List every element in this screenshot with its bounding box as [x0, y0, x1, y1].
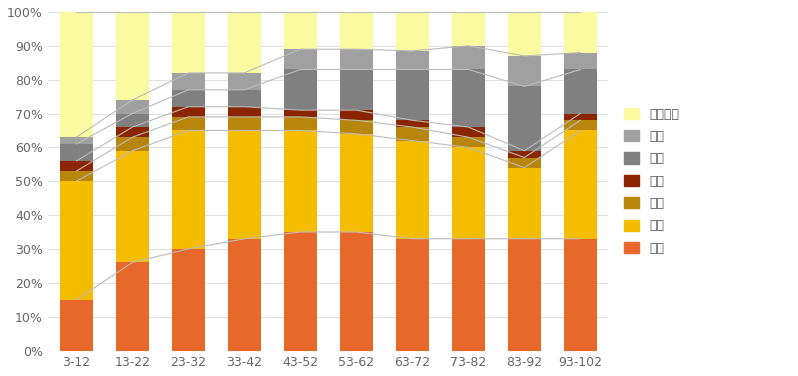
Bar [563, 120, 597, 130]
Bar [283, 70, 317, 110]
Bar [340, 12, 373, 49]
Bar [283, 49, 317, 70]
Bar [563, 12, 597, 53]
Bar [227, 117, 261, 130]
Bar [172, 73, 205, 90]
Bar [340, 232, 373, 350]
Bar [227, 107, 261, 117]
Bar [340, 110, 373, 120]
Bar [172, 12, 205, 73]
Bar [60, 171, 93, 181]
Bar [340, 49, 373, 70]
Bar [340, 134, 373, 232]
Bar [227, 90, 261, 107]
Bar [116, 100, 149, 114]
Bar [116, 137, 149, 151]
Bar [227, 130, 261, 239]
Bar [283, 12, 317, 49]
Bar [396, 12, 429, 51]
Bar [340, 120, 373, 134]
Bar [563, 130, 597, 239]
Bar [396, 141, 429, 239]
Bar [227, 239, 261, 350]
Bar [116, 12, 149, 100]
Legend: 胆汁反流, 病变, 息肉, 出血, 溃疡, 萎缩, 糜烂: 胆汁反流, 病变, 息肉, 出血, 溃疡, 萎缩, 糜烂 [620, 104, 683, 259]
Bar [452, 239, 485, 350]
Bar [283, 232, 317, 350]
Bar [60, 161, 93, 171]
Bar [452, 12, 485, 46]
Bar [60, 181, 93, 300]
Bar [60, 137, 93, 144]
Bar [116, 114, 149, 127]
Bar [508, 168, 541, 239]
Bar [227, 73, 261, 90]
Bar [172, 117, 205, 130]
Bar [452, 46, 485, 70]
Bar [60, 144, 93, 161]
Bar [396, 239, 429, 350]
Bar [172, 90, 205, 107]
Bar [508, 239, 541, 350]
Bar [172, 130, 205, 249]
Bar [172, 249, 205, 350]
Bar [563, 53, 597, 70]
Bar [283, 117, 317, 130]
Bar [60, 12, 93, 137]
Bar [396, 127, 429, 141]
Bar [396, 70, 429, 120]
Bar [116, 262, 149, 350]
Bar [116, 127, 149, 137]
Bar [508, 12, 541, 56]
Bar [508, 86, 541, 151]
Bar [563, 239, 597, 350]
Bar [508, 151, 541, 158]
Bar [452, 127, 485, 137]
Bar [60, 300, 93, 350]
Bar [283, 110, 317, 117]
Bar [452, 137, 485, 147]
Bar [508, 158, 541, 168]
Bar [452, 147, 485, 239]
Bar [452, 70, 485, 127]
Bar [116, 151, 149, 262]
Bar [396, 51, 429, 70]
Bar [508, 56, 541, 86]
Bar [340, 70, 373, 110]
Bar [172, 107, 205, 117]
Bar [227, 12, 261, 73]
Bar [563, 114, 597, 120]
Bar [283, 130, 317, 232]
Bar [396, 120, 429, 127]
Bar [563, 70, 597, 114]
